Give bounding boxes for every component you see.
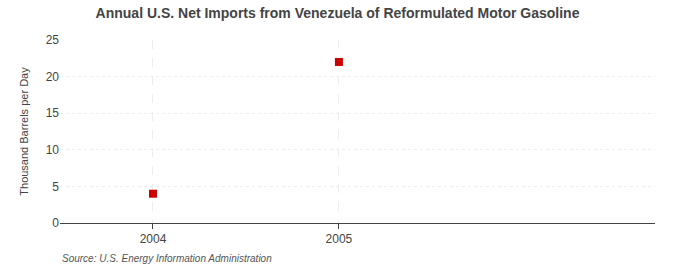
svg-text:25: 25 <box>46 33 60 47</box>
svg-text:10: 10 <box>46 143 60 157</box>
svg-text:Annual U.S. Net Imports from V: Annual U.S. Net Imports from Venezuela o… <box>96 5 580 21</box>
svg-text:2004: 2004 <box>140 232 167 246</box>
svg-text:Source: U.S. Energy Informatio: Source: U.S. Energy Information Administ… <box>62 253 272 264</box>
svg-text:Thousand Barrels per Day: Thousand Barrels per Day <box>18 67 30 196</box>
svg-text:15: 15 <box>46 106 60 120</box>
svg-text:2005: 2005 <box>326 232 353 246</box>
svg-text:5: 5 <box>52 180 59 194</box>
svg-text:0: 0 <box>52 216 59 230</box>
svg-text:20: 20 <box>46 70 60 84</box>
